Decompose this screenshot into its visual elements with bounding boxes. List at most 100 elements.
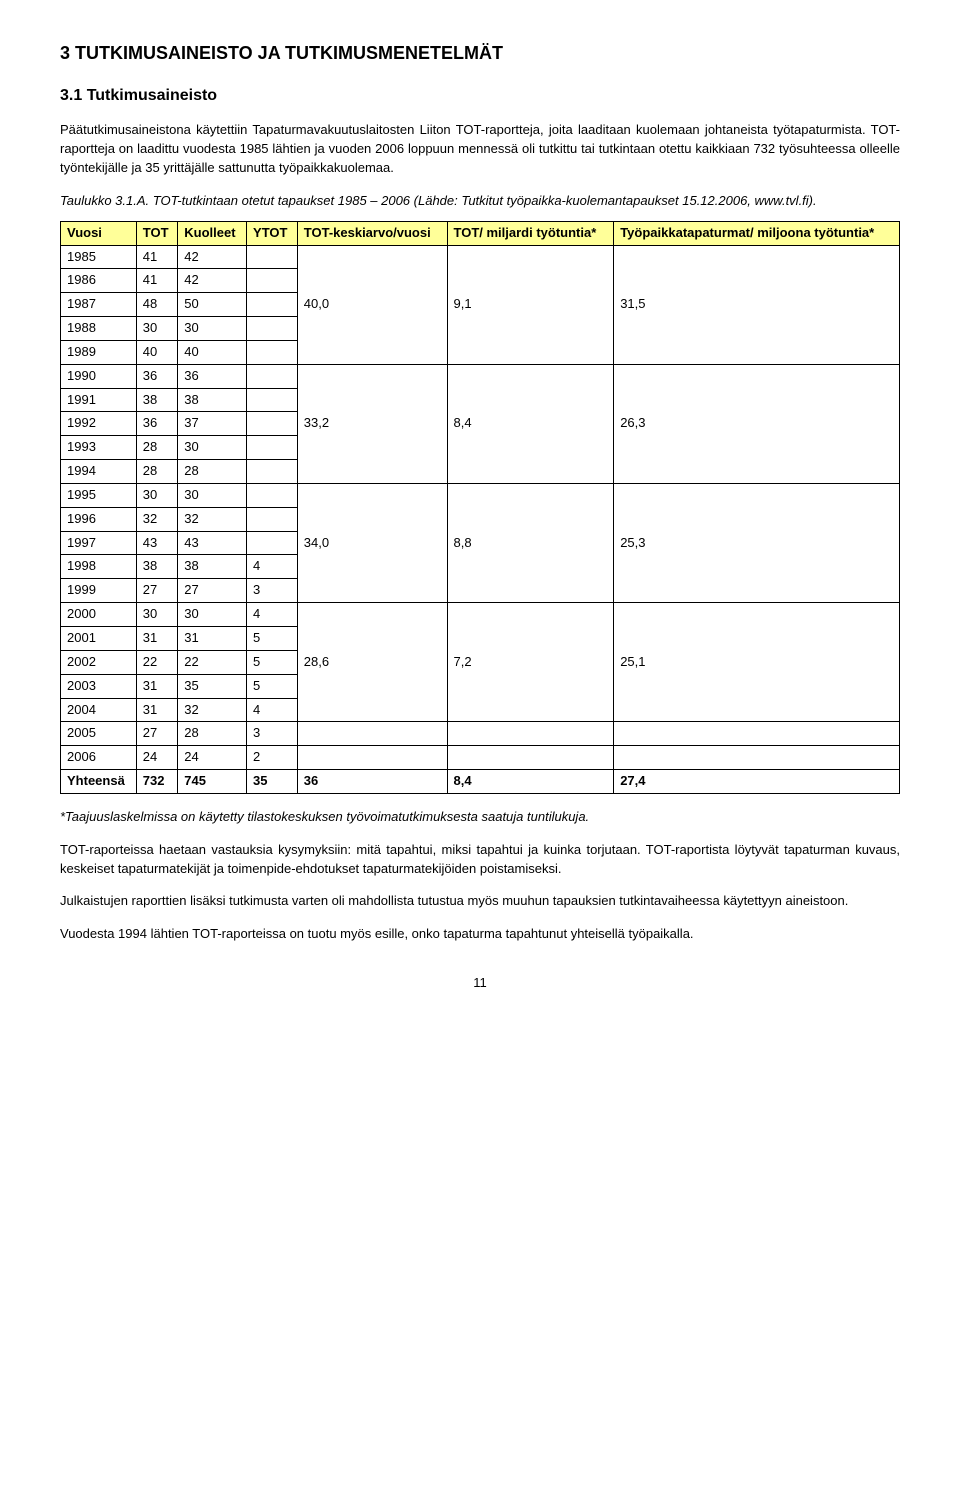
col-kuolleet: Kuolleet [178,221,247,245]
col-miljoona: Työpaikkatapaturmat/ miljoona työtuntia* [614,221,900,245]
paragraph-2: TOT-raporteissa haetaan vastauksia kysym… [60,841,900,879]
cell-kuol: 40 [178,340,247,364]
group-cell-avg: 34,0 [297,483,447,602]
cell-ytot [247,245,298,269]
group-cell-per_mill: 25,1 [614,603,900,722]
cell-tot: 28 [136,460,177,484]
cell-tot: 36 [136,364,177,388]
col-miljardi: TOT/ miljardi työtuntia* [447,221,614,245]
cell-vuosi: 1992 [61,412,137,436]
empty-cell [614,746,900,770]
cell-tot: 38 [136,388,177,412]
cell-kuol: 22 [178,650,247,674]
cell-kuol: 31 [178,627,247,651]
cell-ytot: 5 [247,674,298,698]
cell-kuol: 32 [178,507,247,531]
cell-tot: 31 [136,674,177,698]
cell-kuol: 37 [178,412,247,436]
subsection-heading: 3.1 Tutkimusaineisto [60,84,900,107]
cell-vuosi: 2006 [61,746,137,770]
cell-vuosi: 1987 [61,293,137,317]
cell-tot: 38 [136,555,177,579]
col-vuosi: Vuosi [61,221,137,245]
table-totals-row: Yhteensä73274535368,427,4 [61,770,900,794]
cell-vuosi: 2005 [61,722,137,746]
group-cell-per_mill: 25,3 [614,483,900,602]
group-cell-per_bill: 9,1 [447,245,614,364]
cell-tot: 41 [136,269,177,293]
cell-kuol: 36 [178,364,247,388]
total-per_bill: 8,4 [447,770,614,794]
cell-tot: 36 [136,412,177,436]
cell-kuol: 42 [178,245,247,269]
cell-vuosi: 2002 [61,650,137,674]
empty-cell [447,746,614,770]
total-tot: 732 [136,770,177,794]
total-kuol: 745 [178,770,247,794]
total-vuosi: Yhteensä [61,770,137,794]
group-cell-per_bill: 7,2 [447,603,614,722]
total-per_mill: 27,4 [614,770,900,794]
table-row: 200527283 [61,722,900,746]
cell-tot: 27 [136,722,177,746]
cell-vuosi: 1997 [61,531,137,555]
cell-vuosi: 1989 [61,340,137,364]
cell-ytot [247,531,298,555]
cell-vuosi: 1993 [61,436,137,460]
cell-vuosi: 1990 [61,364,137,388]
cell-kuol: 43 [178,531,247,555]
table-footnote: *Taajuuslaskelmissa on käytetty tilastok… [60,808,900,827]
paragraph-4: Vuodesta 1994 lähtien TOT-raporteissa on… [60,925,900,944]
table-row: 20003030428,67,225,1 [61,603,900,627]
cell-kuol: 27 [178,579,247,603]
cell-kuol: 32 [178,698,247,722]
cell-kuol: 28 [178,460,247,484]
cell-tot: 30 [136,317,177,341]
cell-vuosi: 1988 [61,317,137,341]
cell-ytot: 2 [247,746,298,770]
cell-kuol: 30 [178,483,247,507]
cell-kuol: 50 [178,293,247,317]
cell-tot: 48 [136,293,177,317]
cell-kuol: 42 [178,269,247,293]
cell-vuosi: 1998 [61,555,137,579]
paragraph-intro: Päätutkimusaineistona käytettiin Tapatur… [60,121,900,178]
empty-cell [447,722,614,746]
col-ytot: YTOT [247,221,298,245]
col-tot: TOT [136,221,177,245]
cell-tot: 31 [136,698,177,722]
cell-ytot [247,388,298,412]
group-cell-avg: 40,0 [297,245,447,364]
cell-vuosi: 2000 [61,603,137,627]
cell-tot: 22 [136,650,177,674]
cell-kuol: 30 [178,603,247,627]
group-cell-per_bill: 8,4 [447,364,614,483]
cell-vuosi: 1996 [61,507,137,531]
section-heading: 3 TUTKIMUSAINEISTO JA TUTKIMUSMENETELMÄT [60,40,900,66]
cell-ytot [247,340,298,364]
group-cell-per_mill: 26,3 [614,364,900,483]
cell-vuosi: 1999 [61,579,137,603]
empty-cell [297,722,447,746]
cell-tot: 43 [136,531,177,555]
cell-ytot: 3 [247,579,298,603]
cell-tot: 24 [136,746,177,770]
cell-kuol: 38 [178,555,247,579]
cell-tot: 41 [136,245,177,269]
cell-kuol: 38 [178,388,247,412]
cell-tot: 28 [136,436,177,460]
cell-ytot [247,317,298,341]
cell-tot: 40 [136,340,177,364]
group-cell-avg: 33,2 [297,364,447,483]
cell-tot: 31 [136,627,177,651]
empty-cell [614,722,900,746]
group-cell-per_mill: 31,5 [614,245,900,364]
table-row: 1990363633,28,426,3 [61,364,900,388]
cell-ytot [247,269,298,293]
cell-ytot: 5 [247,627,298,651]
cell-ytot [247,507,298,531]
cell-vuosi: 1985 [61,245,137,269]
cell-kuol: 30 [178,317,247,341]
cell-ytot: 5 [247,650,298,674]
cell-vuosi: 1995 [61,483,137,507]
